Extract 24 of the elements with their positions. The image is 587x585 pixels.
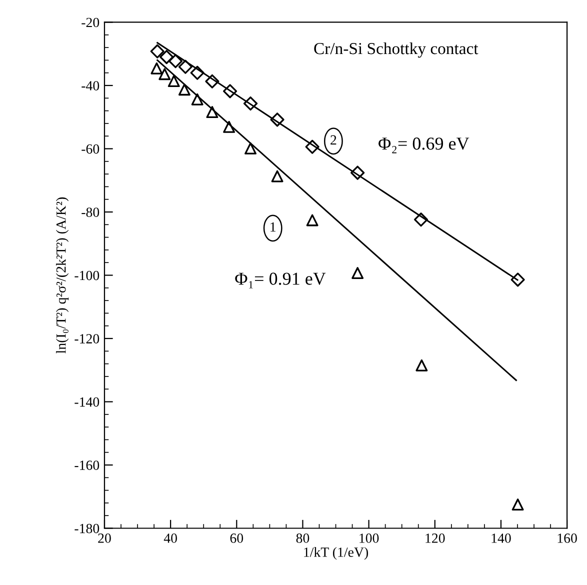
annotation: 1 bbox=[270, 222, 276, 232]
y-tick-label: -180 bbox=[74, 524, 100, 534]
x-tick-label: 140 bbox=[492, 534, 511, 543]
x-tick-label: 120 bbox=[426, 534, 445, 543]
x-axis-title: 1/kT (1/eV) bbox=[304, 547, 368, 560]
x-tick-label: 60 bbox=[230, 534, 244, 543]
annotation: Cr/n-Si Schottky contact bbox=[314, 42, 478, 58]
y-tick-label: -120 bbox=[74, 334, 100, 344]
x-tick-label: 20 bbox=[98, 534, 111, 543]
y-tick-label: -40 bbox=[82, 81, 100, 90]
x-tick-label: 40 bbox=[164, 534, 177, 543]
x-tick-label: 160 bbox=[558, 534, 577, 543]
y-tick-label: -80 bbox=[82, 208, 100, 217]
y-tick-label: -140 bbox=[74, 397, 100, 407]
annotation: 2 bbox=[330, 135, 336, 144]
y-tick-label: -100 bbox=[74, 270, 100, 280]
annotation: Φ₁= 0.91 eV bbox=[235, 272, 326, 288]
y-axis-title: ln(I₀/T²) q²σ²/(2k²T²) (A/K²) bbox=[56, 197, 69, 354]
x-tick-label: 100 bbox=[360, 534, 379, 543]
y-tick-label: -60 bbox=[82, 144, 100, 154]
y-tick-label: -20 bbox=[82, 18, 100, 28]
x-tick-label: 80 bbox=[296, 534, 310, 543]
annotation: Φ₂= 0.69 eV bbox=[378, 138, 470, 154]
y-tick-label: -160 bbox=[74, 460, 100, 470]
